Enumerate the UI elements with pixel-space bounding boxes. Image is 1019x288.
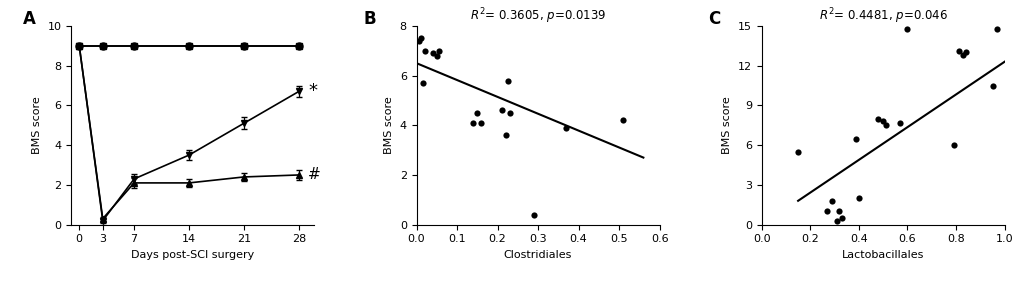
Point [410,39,426,43]
Point [983,83,1000,88]
Text: C: C [707,10,719,28]
X-axis label: Lactobacillales: Lactobacillales [841,250,923,260]
Point [892,120,908,125]
Point [499,78,516,83]
Point [465,120,481,125]
Point [988,26,1005,31]
Point [501,111,518,115]
Point [424,51,440,56]
Text: A: A [22,10,36,28]
Point [945,143,961,147]
Point [416,48,432,53]
Point [789,149,805,154]
Point [899,26,915,31]
Point [848,136,864,141]
Point [850,196,866,200]
Point [950,49,966,53]
Point [414,81,430,85]
Point [412,36,428,41]
Point [428,54,444,58]
Point [493,108,510,113]
Y-axis label: BMS score: BMS score [721,96,732,154]
Point [830,209,847,214]
Text: *: * [308,82,317,101]
Point [557,126,574,130]
Legend: SHAM, SCI, SHAM+MOX, SCI+MOX: SHAM, SCI, SHAM+MOX, SCI+MOX [109,286,276,288]
Point [469,111,485,115]
Point [473,120,489,125]
Point [876,123,893,128]
Point [957,50,973,55]
Point [823,198,840,203]
Text: #: # [308,167,321,183]
Point [874,119,891,124]
Point [430,48,446,53]
X-axis label: Clostridiales: Clostridiales [503,250,572,260]
Y-axis label: BMS score: BMS score [384,96,393,154]
Title: $R^2$= 0.3605, $p$=0.0139: $R^2$= 0.3605, $p$=0.0139 [470,6,605,26]
X-axis label: Days post-SCI surgery: Days post-SCI surgery [131,250,255,260]
Point [954,53,970,57]
Point [818,209,835,214]
Y-axis label: BMS score: BMS score [32,96,42,154]
Point [526,213,542,217]
Point [614,118,631,123]
Point [497,133,514,138]
Point [833,216,849,220]
Point [828,218,845,223]
Point [869,116,886,121]
Title: $R^2$= 0.4481, $p$=0.046: $R^2$= 0.4481, $p$=0.046 [818,6,947,26]
Text: B: B [363,10,375,28]
